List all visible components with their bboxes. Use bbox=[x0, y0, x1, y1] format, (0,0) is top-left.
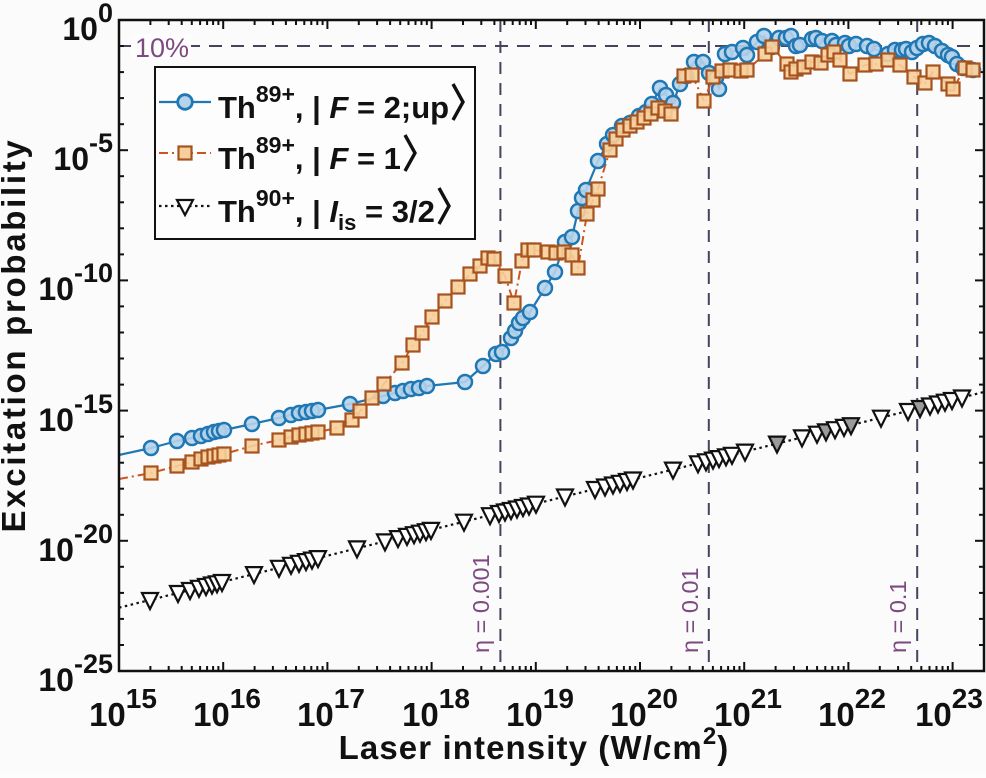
svg-text:Th90+, | Iis = 3/2: Th90+, | Iis = 3/2 bbox=[218, 185, 435, 235]
svg-text:η = 0.001: η = 0.001 bbox=[468, 554, 494, 653]
svg-text:η = 0.1: η = 0.1 bbox=[885, 580, 911, 653]
svg-text:Laser intensity (W/cm2): Laser intensity (W/cm2) bbox=[339, 723, 730, 766]
svg-text:10%: 10% bbox=[135, 33, 189, 63]
svg-text:η = 0.01: η = 0.01 bbox=[677, 567, 703, 653]
svg-text:Excitation probability: Excitation probability bbox=[0, 138, 32, 533]
